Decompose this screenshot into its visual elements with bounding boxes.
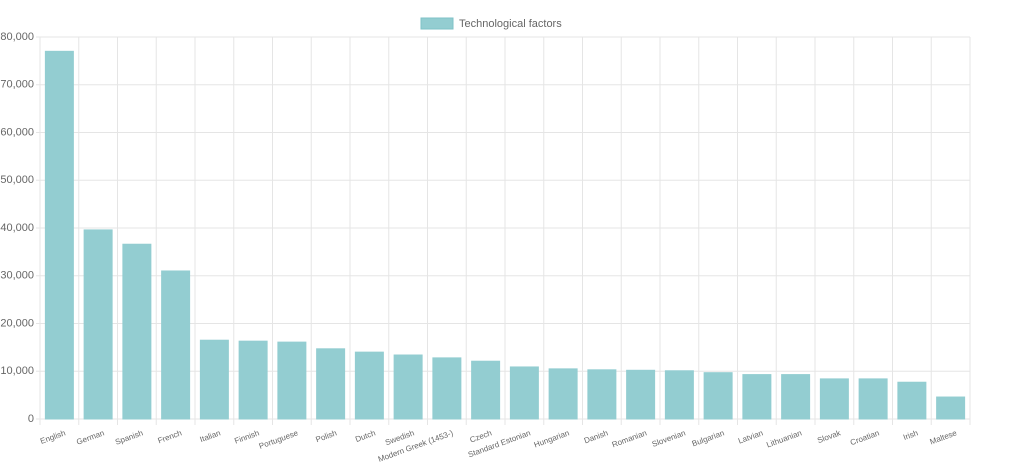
bar (703, 372, 733, 420)
bar (122, 243, 152, 420)
x-tick-label: Irish (902, 428, 919, 442)
x-tick-label: Portuguese (258, 428, 300, 451)
y-tick-label: 60,000 (0, 126, 34, 138)
bar (199, 339, 229, 420)
y-tick-label: 20,000 (0, 317, 34, 329)
x-tick-label: Hungarian (533, 428, 571, 449)
x-tick-label: Romanian (611, 428, 648, 449)
bar (83, 229, 113, 420)
x-tick-label: Finnish (233, 428, 260, 445)
bar (432, 357, 462, 420)
legend-label: Technological factors (459, 18, 562, 30)
x-tick-label: Slovenian (651, 428, 687, 448)
x-tick-label: Latvian (737, 428, 764, 445)
x-tick-label: Maltese (929, 428, 959, 446)
y-tick-label: 80,000 (0, 31, 34, 43)
bar (277, 341, 307, 420)
x-tick-label: German (75, 428, 105, 446)
bar (626, 369, 656, 420)
bar (664, 370, 694, 420)
bar (161, 270, 191, 420)
x-tick-label: Bulgarian (691, 428, 726, 448)
bar (897, 381, 927, 420)
x-tick-label: Danish (583, 428, 609, 445)
bar (781, 374, 811, 420)
bar (316, 348, 346, 420)
bar (44, 50, 74, 420)
y-tick-label: 50,000 (0, 174, 34, 186)
y-tick-label: 70,000 (0, 79, 34, 91)
bar (936, 396, 966, 420)
x-tick-label: English (39, 428, 67, 445)
bar (587, 369, 617, 420)
bar (393, 354, 423, 420)
y-tick-label: 0 (28, 413, 34, 425)
bar (742, 374, 772, 420)
y-tick-label: 10,000 (0, 365, 34, 377)
bar (238, 340, 268, 420)
x-tick-label: Slovak (816, 428, 843, 445)
legend-swatch (420, 17, 454, 30)
x-tick-label: Lithuanian (765, 428, 803, 449)
x-tick-label: French (157, 428, 183, 445)
bar (819, 378, 849, 420)
bar (548, 368, 578, 420)
x-tick-label: Polish (314, 428, 338, 444)
bar (471, 360, 501, 420)
x-tick-label: Dutch (354, 428, 377, 444)
bar (858, 378, 888, 420)
bar (509, 366, 539, 420)
x-tick-label: Croatian (849, 428, 881, 447)
y-tick-label: 30,000 (0, 270, 34, 282)
bar (354, 351, 384, 420)
x-tick-label: Spanish (114, 428, 144, 446)
y-tick-label: 40,000 (0, 222, 34, 234)
x-tick-label: Italian (199, 428, 222, 444)
